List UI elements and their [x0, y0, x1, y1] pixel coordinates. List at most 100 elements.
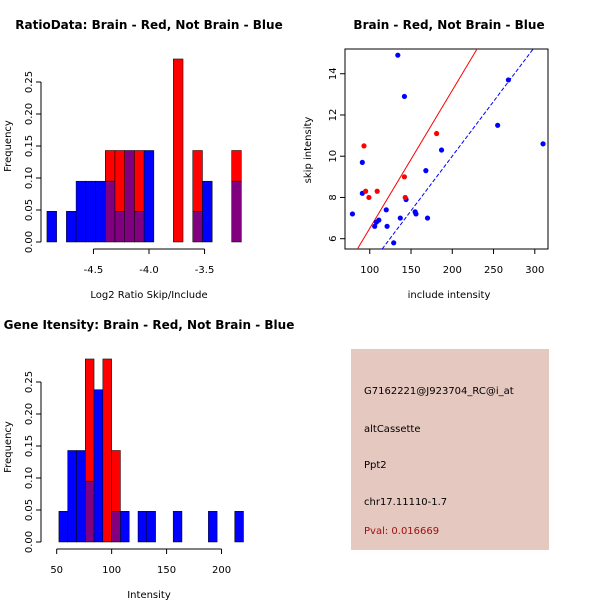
histogram-bar [173, 58, 184, 243]
brain-point [401, 174, 408, 180]
histogram-bar [192, 150, 203, 212]
gene-intensity-y-label: Frequency [3, 421, 14, 473]
histogram-bar-overlap [192, 211, 203, 243]
not-brain-point [413, 211, 419, 217]
not-brain-point [359, 159, 365, 166]
x-tick-label: 200 [212, 565, 231, 576]
x-tick-label: -4.5 [84, 265, 104, 276]
not-brain-point [540, 141, 546, 147]
x-tick-label: 250 [484, 265, 503, 276]
not-brain-point [423, 168, 429, 174]
event-type: altCassette [364, 424, 421, 435]
histogram-bar [208, 511, 218, 543]
ratio-histogram-x-axis: -4.5 -4.0 -3.5 [84, 248, 215, 276]
not-brain-point [372, 223, 378, 229]
histogram-bar [75, 180, 87, 243]
scatter-plot-box [344, 48, 549, 250]
x-tick-label: 150 [157, 565, 176, 576]
scatter-x-label: include intensity [408, 290, 491, 301]
not-brain-point [505, 77, 511, 83]
histogram-bar-overlap [114, 211, 125, 243]
x-tick-label: -4.0 [139, 265, 159, 276]
histogram-bar-overlap [124, 150, 135, 243]
y-tick-label: 0.15 [24, 135, 35, 157]
ratio-histogram-y-axis: 0.00 0.05 0.10 0.15 0.20 0.25 [24, 71, 42, 253]
y-tick-label: 0.05 [24, 199, 35, 221]
chromosome-location: chr17.11110-1.7 [364, 497, 448, 508]
histogram-bar [231, 150, 242, 182]
ratio-histogram-y-label: Frequency [3, 120, 14, 172]
x-tick-label: 100 [360, 265, 379, 276]
info-panel: G7162221@J923704_RC@i_at altCassette Ppt… [351, 349, 549, 550]
histogram-bar [172, 511, 183, 543]
y-tick-label: 0.10 [24, 467, 35, 489]
brain-point [402, 194, 408, 201]
histogram-bar-overlap [105, 180, 116, 243]
p-value: Pval: 0.016669 [364, 526, 440, 537]
scatter-x-axis: 100 150 200 250 300 [360, 249, 544, 276]
probe-id: G7162221@J923704_RC@i_at [364, 386, 514, 397]
histogram-bar-overlap [231, 180, 242, 243]
brain-point [366, 194, 372, 201]
not-brain-point [383, 207, 389, 213]
ratio-histogram: RatioData: Brain - Red, Not Brain - Blue… [3, 18, 283, 301]
y-tick-label: 0.20 [24, 403, 35, 425]
ratio-histogram-bars [46, 58, 242, 243]
scatter-points [349, 52, 546, 246]
intensity-scatter-title: Brain - Red, Not Brain - Blue [353, 18, 544, 32]
histogram-bar-overlap [134, 211, 145, 243]
scatter-y-label: skip intensity [303, 117, 314, 184]
not-brain-point [495, 122, 501, 128]
x-tick-label: 150 [401, 265, 420, 276]
not-brain-point [391, 240, 397, 246]
histogram-bar [202, 180, 213, 243]
histogram-bar [105, 150, 116, 182]
y-tick-label: 8 [328, 194, 339, 200]
histogram-bar [120, 511, 130, 543]
y-tick-label: 0.05 [24, 499, 35, 521]
y-tick-label: 0.00 [24, 531, 35, 553]
gene-intensity-histogram: Gene Itensity: Brain - Red, Not Brain - … [3, 318, 294, 600]
y-tick-label: 6 [328, 236, 339, 242]
brain-point [363, 188, 369, 194]
histogram-bar [66, 211, 77, 243]
not-brain-point [349, 211, 356, 217]
histogram-bar [102, 358, 112, 543]
brain-point [374, 188, 380, 194]
gene-intensity-x-axis: 50 100 150 200 [50, 548, 231, 576]
intensity-scatter: Brain - Red, Not Brain - Blue 6 8 10 12 14 1… [303, 18, 549, 301]
y-tick-label: 0.25 [24, 71, 35, 93]
scatter-y-axis: 6 8 10 12 14 [328, 67, 345, 242]
histogram-bar [67, 450, 77, 543]
x-tick-label: 200 [443, 265, 462, 276]
brain-point [433, 130, 440, 137]
y-tick-label: 14 [328, 67, 339, 80]
not-brain-point [395, 52, 401, 58]
y-tick-label: 0.25 [24, 371, 35, 393]
histogram-bar [234, 511, 244, 543]
histogram-bar [134, 150, 145, 212]
histogram-bar [58, 511, 68, 543]
brain-point [361, 143, 367, 149]
scatter-fit-lines [356, 48, 534, 250]
ratio-histogram-x-label: Log2 Ratio Skip/Include [90, 290, 207, 301]
histogram-bar [146, 511, 156, 543]
y-tick-label: 0.15 [24, 435, 35, 457]
x-tick-label: 50 [50, 565, 63, 576]
not-brain-point [401, 93, 408, 100]
gene-intensity-y-axis: 0.00 0.05 0.10 0.15 0.20 0.25 [24, 371, 42, 553]
x-tick-label: 100 [102, 565, 121, 576]
x-tick-label: -3.5 [195, 265, 215, 276]
histogram-bar [143, 150, 155, 243]
histogram-bar [111, 450, 121, 512]
histogram-bar [95, 180, 106, 243]
gene-intensity-title: Gene Itensity: Brain - Red, Not Brain - … [4, 318, 295, 332]
histogram-bar-overlap [85, 480, 95, 543]
gene-intensity-bars [58, 358, 244, 543]
brain-fit-line [356, 48, 478, 250]
not-brain-point [376, 217, 382, 223]
ratio-histogram-title: RatioData: Brain - Red, Not Brain - Blue [15, 18, 282, 32]
gene-intensity-x-label: Intensity [127, 590, 171, 600]
histogram-bar [93, 389, 104, 543]
